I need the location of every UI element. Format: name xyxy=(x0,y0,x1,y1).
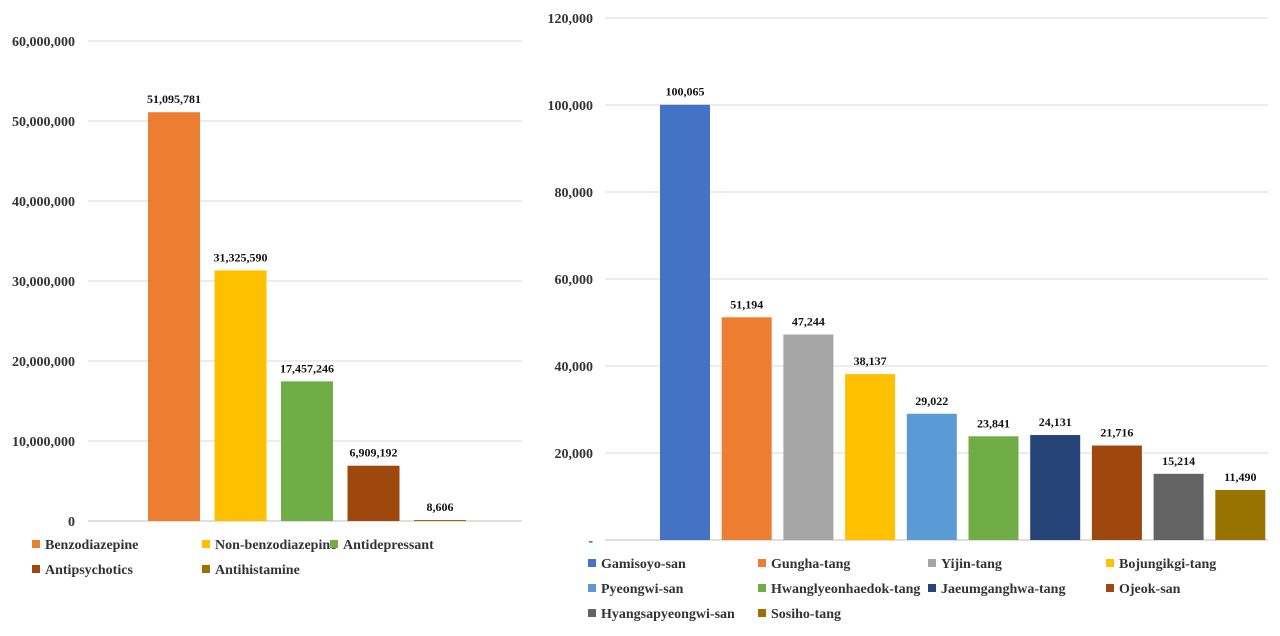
right-legend-swatch xyxy=(758,559,766,567)
right-bar-gungha-tang xyxy=(721,317,772,540)
left-data-label: 8,606 xyxy=(427,500,454,514)
right-y-tick-label: 20,000 xyxy=(555,447,594,462)
right-data-label: 23,841 xyxy=(977,416,1010,430)
left-legend-swatch xyxy=(202,540,210,548)
right-data-label: 38,137 xyxy=(854,354,887,368)
left-bar-non-benzodiazepine xyxy=(214,270,267,521)
chart-left: 0 10,000,000 20,000,000 30,000,000 40,000,00… xyxy=(12,35,522,578)
chart-right: - 20,000 40,000 60,000 80,000 100,000 120,000 1… xyxy=(548,12,1268,622)
left-bar-benzodiazepine xyxy=(148,112,200,521)
left-legend-swatch xyxy=(330,540,338,548)
left-legend-label: Antihistamine xyxy=(215,563,300,578)
right-legend-label: Sosiho-tang xyxy=(771,607,841,622)
right-bar-ojeok-san xyxy=(1091,445,1142,540)
right-legend-swatch xyxy=(588,584,596,592)
right-data-label: 24,131 xyxy=(1039,415,1072,429)
right-y-tick-label: 100,000 xyxy=(548,99,594,114)
right-legend-label: Yijin-tang xyxy=(941,557,1002,572)
left-legend-swatch xyxy=(202,565,210,573)
right-y-tick-label: - xyxy=(588,534,593,549)
left-bar-antihistamine xyxy=(414,520,466,521)
right-y-tick-label: 80,000 xyxy=(555,186,594,201)
right-legend-swatch xyxy=(1106,584,1114,592)
right-bar-sosiho-tang xyxy=(1215,490,1266,540)
right-bar-jaeumganghwa-tang xyxy=(1030,435,1081,540)
right-data-label: 21,716 xyxy=(1100,426,1133,440)
left-data-label: 17,457,246 xyxy=(280,361,334,375)
right-data-label: 47,244 xyxy=(792,314,825,328)
left-y-tick-label: 40,000,000 xyxy=(12,195,75,210)
right-bar-hyangsapyeongwi-san xyxy=(1153,473,1204,540)
right-legend-label: Bojungikgi-tang xyxy=(1119,557,1216,572)
right-data-label: 11,490 xyxy=(1224,470,1256,484)
right-bar-pyeongwi-san xyxy=(906,413,957,540)
left-y-tick-label: 30,000,000 xyxy=(12,275,75,290)
right-bar-hwanglyeonhaedok-tang xyxy=(968,436,1019,540)
right-legend-label: Gamisoyo-san xyxy=(601,557,686,572)
right-data-label: 29,022 xyxy=(915,394,948,408)
left-y-tick-label: 60,000,000 xyxy=(12,35,75,50)
right-legend-swatch xyxy=(1106,559,1114,567)
right-legend-label: Hyangsapyeongwi-san xyxy=(601,607,735,622)
left-legend-label: Non-benzodiazepine xyxy=(215,538,336,553)
right-legend-label: Pyeongwi-san xyxy=(601,582,684,597)
left-bar-antipsychotics xyxy=(347,465,400,521)
right-legend-swatch xyxy=(758,609,766,617)
left-y-tick-label: 50,000,000 xyxy=(12,115,75,130)
right-legend-label: Ojeok-san xyxy=(1119,582,1181,597)
left-data-label: 31,325,590 xyxy=(214,250,268,264)
left-y-tick-label: 0 xyxy=(68,515,75,530)
right-legend-swatch xyxy=(928,559,936,567)
left-legend-swatch xyxy=(32,540,40,548)
left-bar-antidepressant xyxy=(281,381,333,521)
right-y-tick-label: 60,000 xyxy=(555,273,594,288)
right-legend-swatch xyxy=(588,609,596,617)
right-legend-swatch xyxy=(588,559,596,567)
right-data-label: 100,065 xyxy=(666,85,705,99)
left-y-tick-label: 20,000,000 xyxy=(12,355,75,370)
right-bar-bojungikgi-tang xyxy=(845,374,896,540)
left-legend-label: Benzodiazepine xyxy=(45,538,138,553)
right-data-label: 15,214 xyxy=(1162,454,1195,468)
right-y-tick-label: 120,000 xyxy=(548,12,594,27)
left-data-label: 51,095,781 xyxy=(147,92,201,106)
left-data-label: 6,909,192 xyxy=(350,446,398,460)
right-legend-swatch xyxy=(758,584,766,592)
right-legend-label: Hwanglyeonhaedok-tang xyxy=(771,582,920,597)
right-y-tick-label: 40,000 xyxy=(555,360,594,375)
right-bar-gamisoyo-san xyxy=(660,104,710,540)
right-legend-label: Jaeumganghwa-tang xyxy=(941,582,1065,597)
left-y-tick-label: 10,000,000 xyxy=(12,435,75,450)
right-legend-label: Gungha-tang xyxy=(771,557,850,572)
right-bar-yijin-tang xyxy=(783,334,834,540)
right-legend-swatch xyxy=(928,584,936,592)
left-legend-label: Antipsychotics xyxy=(45,563,133,578)
right-data-label: 51,194 xyxy=(730,297,763,311)
left-legend-swatch xyxy=(32,565,40,573)
left-legend-label: Antidepressant xyxy=(343,538,434,553)
